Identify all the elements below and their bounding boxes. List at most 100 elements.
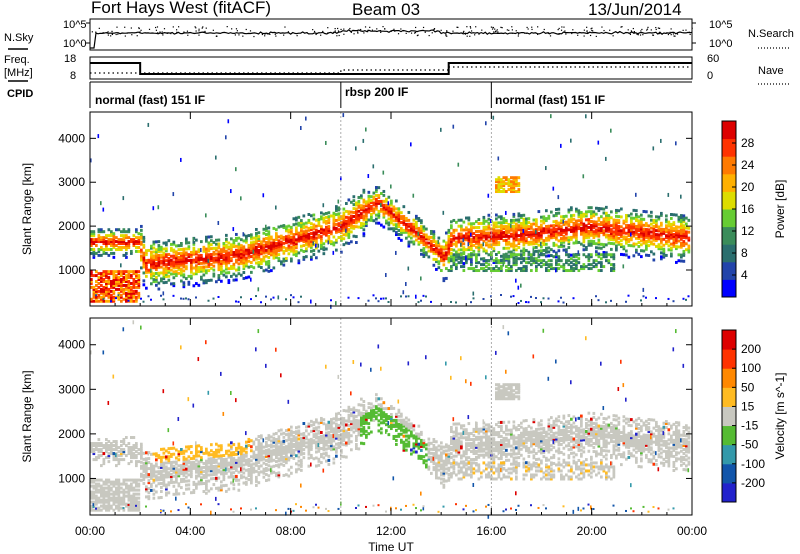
range-gate-cell [335,222,338,226]
noise-search-point [586,26,588,28]
range-gate-cell [240,474,243,478]
range-gate-cell [110,486,113,490]
range-gate-cell [212,456,216,460]
range-gate-cell [270,235,273,239]
range-gate-cell [247,464,251,468]
range-gate-cell [175,460,178,464]
range-gate-cell [577,269,581,273]
range-gate-cell [235,476,238,480]
range-gate-cell [102,285,106,289]
range-gate-cell [597,232,601,236]
range-gate-cell [555,229,558,233]
range-gate-cell [635,242,638,246]
range-gate-cell [242,257,246,261]
range-gate-cell [205,271,208,275]
range-gate-cell [522,243,526,247]
range-gate-cell [612,222,616,226]
range-gate-cell [247,474,251,478]
y-axis-label: Slant Range [km] [20,163,34,255]
range-gate-cell [205,247,208,251]
range-gate-cell [357,201,361,205]
range-gate-cell [487,267,491,271]
range-gate-cell [172,254,176,258]
range-gate-cell [137,276,141,280]
range-gate-cell [582,226,586,230]
range-gate-cell [202,473,206,477]
noise-cell [627,294,630,297]
range-gate-cell [392,213,396,217]
noise-search-point [186,30,189,32]
range-gate-cell [640,255,643,259]
y-tick-label: 1000 [58,263,85,277]
range-gate-cell [547,265,551,269]
range-gate-cell [445,267,448,271]
range-gate-cell [97,278,101,282]
range-gate-cell [90,244,93,248]
range-gate-cell [217,456,221,460]
range-gate-cell [217,488,221,492]
range-gate-cell [552,214,556,218]
range-gate-cell [512,232,516,236]
range-gate-cell [245,450,248,454]
range-gate-cell [205,475,208,479]
range-gate-cell [110,285,113,289]
range-gate-cell [285,258,288,262]
range-gate-cell [197,462,201,466]
range-gate-cell [590,239,593,243]
range-gate-cell [527,231,531,234]
range-gate-cell [180,450,183,454]
range-gate-cell [397,215,401,219]
noise-cell [115,297,117,300]
range-gate-cell [582,230,586,234]
range-gate-cell [160,455,163,459]
range-gate-cell [470,226,473,230]
range-gate-cell [612,238,616,242]
range-gate-cell [497,269,501,273]
range-gate-cell [435,260,438,264]
range-gate-cell [672,242,676,246]
range-gate-cell [577,225,581,229]
range-gate-cell [457,238,461,242]
range-gate-cell [162,463,166,467]
range-gate-cell [275,247,278,251]
noise-cell [407,266,410,271]
range-gate-cell [270,269,273,273]
range-gate-cell [150,274,153,278]
range-gate-cell [630,224,633,228]
range-gate-cell [390,203,393,207]
range-gate-cell [187,459,191,463]
range-gate-cell [107,240,111,244]
range-gate-cell [327,236,331,240]
range-gate-cell [97,247,101,251]
range-gate-cell [557,233,561,237]
range-gate-cell [165,473,168,477]
range-gate-cell [295,216,298,220]
range-gate-cell [197,262,201,266]
range-gate-cell [137,236,141,240]
range-gate-cell [205,239,208,243]
range-gate-cell [510,244,513,248]
range-gate-cell [155,452,158,456]
range-gate-cell [537,259,541,263]
range-gate-cell [207,465,211,469]
range-gate-cell [322,216,326,220]
range-gate-cell [190,467,193,471]
range-gate-cell [560,259,563,263]
range-gate-cell [592,222,596,226]
range-gate-cell [495,233,498,237]
range-gate-cell [585,232,588,236]
range-gate-cell [665,228,668,232]
range-gate-cell [412,222,416,226]
range-gate-cell [480,235,483,239]
range-gate-cell [500,215,503,219]
range-gate-cell [320,217,323,221]
range-gate-cell [420,219,423,223]
range-gate-cell [347,218,351,222]
range-gate-cell [492,241,496,245]
range-gate-cell [115,236,118,240]
range-gate-cell [495,269,498,273]
range-gate-cell [680,259,683,263]
range-gate-cell [95,297,98,301]
range-gate-cell [470,222,473,226]
range-gate-cell [115,480,118,484]
